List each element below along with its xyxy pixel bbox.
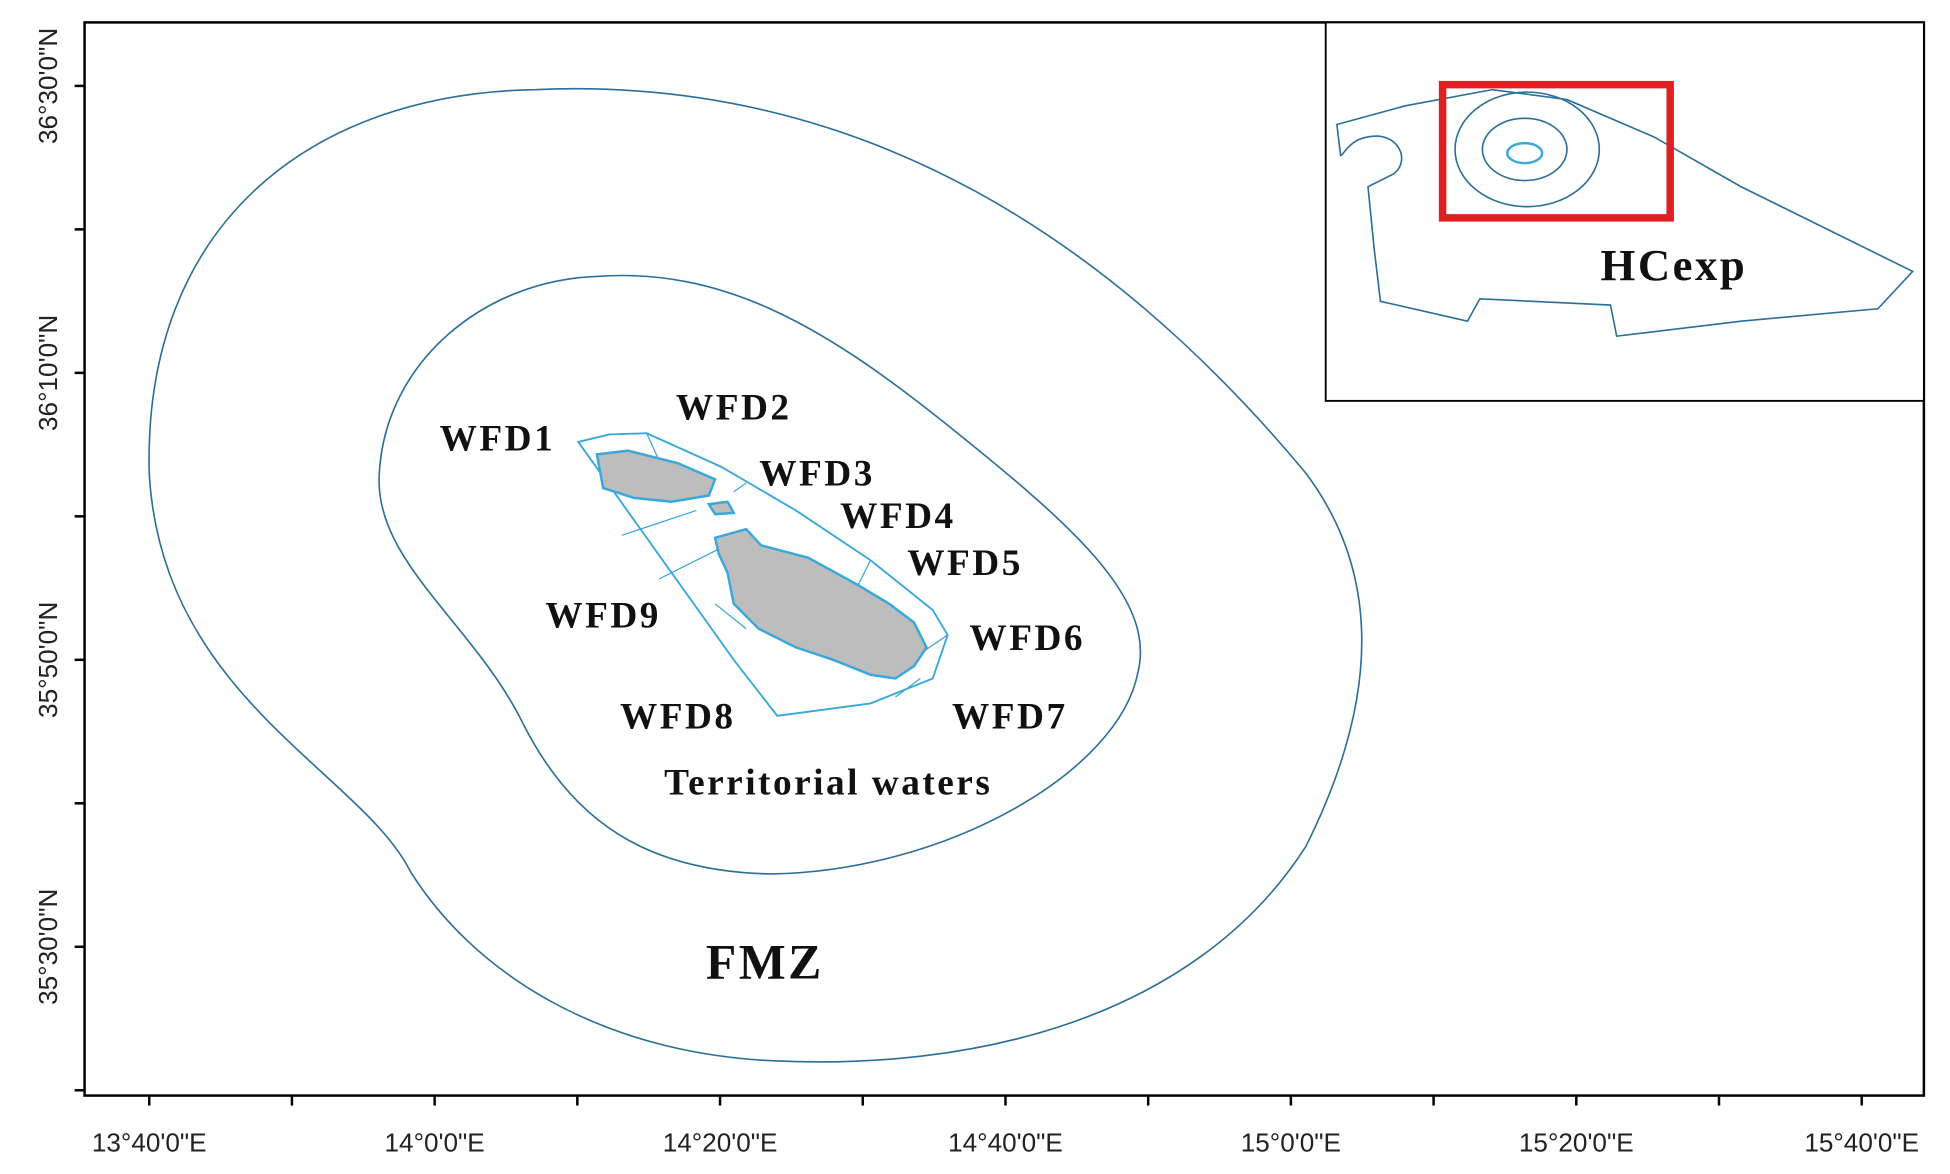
wfd-boundary (576, 432, 949, 717)
region-label: WFD2 (676, 388, 792, 429)
x-tick-label: 14°0'0"E (385, 1128, 485, 1158)
x-tick-label: 15°0'0"E (1241, 1128, 1341, 1158)
comino-island (706, 500, 736, 516)
y-tick-label: 36°10'0"N (33, 315, 63, 431)
y-tick-label: 35°30'0"N (33, 889, 63, 1005)
region-label: FMZ (706, 935, 824, 990)
region-label: WFD6 (969, 618, 1085, 659)
region-label: WFD4 (840, 496, 956, 537)
inset-highlight (1438, 80, 1674, 222)
inset-frame (1324, 21, 1925, 402)
x-tick-label: 14°20'0"E (663, 1128, 778, 1158)
region-label: Territorial waters (664, 762, 992, 803)
malta-island (713, 527, 928, 680)
inset-territorial (1481, 117, 1568, 182)
territorial-waters-boundary (378, 274, 1142, 875)
y-tick-label: 35°50'0"N (33, 602, 63, 718)
gozo-island (595, 449, 717, 503)
x-tick-label: 15°20'0"E (1519, 1128, 1634, 1158)
inset-islands (1506, 141, 1544, 165)
inset-fmz (1454, 91, 1601, 208)
y-tick-label: 36°30'0"N (33, 28, 63, 144)
region-label: WFD1 (440, 419, 556, 460)
region-label: WFD7 (952, 696, 1068, 737)
x-tick-label: 14°40'0"E (948, 1128, 1063, 1158)
region-label: WFD8 (620, 696, 736, 737)
inset: HCexp (1324, 21, 1925, 402)
inset-hcexp-boundary (1336, 88, 1915, 338)
inset-label: HCexp (1601, 240, 1748, 290)
x-tick-label: 15°40'0"E (1804, 1128, 1919, 1158)
region-label: WFD5 (907, 543, 1023, 584)
region-label: WFD9 (545, 595, 661, 636)
x-tick-label: 13°40'0"E (92, 1128, 207, 1158)
axis-ticks: 13°40'0"E 14°0'0"E 14°20'0"E 14°40'0"E 15°0'… (33, 28, 1919, 1158)
region-label: WFD3 (759, 454, 875, 495)
fmz-boundary (148, 87, 1363, 1063)
